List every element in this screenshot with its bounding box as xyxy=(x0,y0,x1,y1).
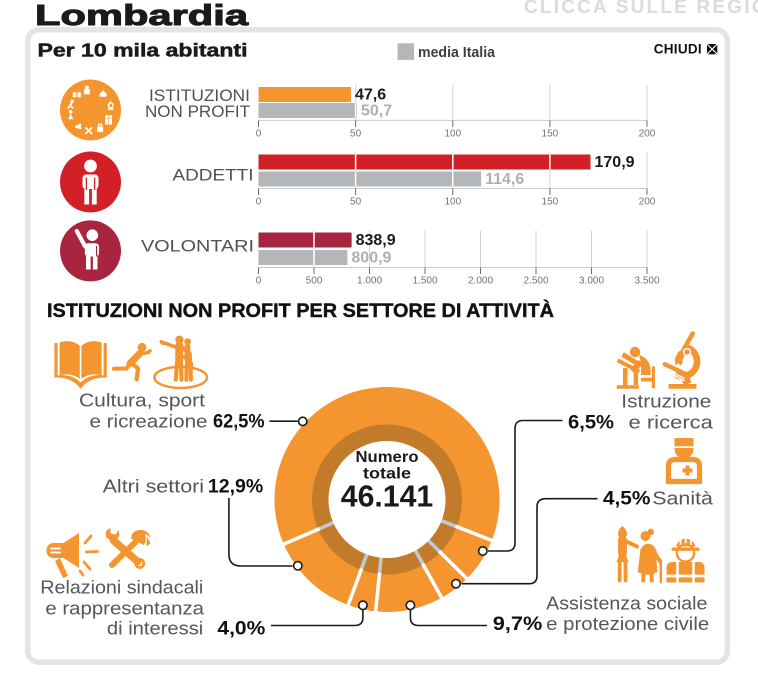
svg-text:ISTITUZIONI NON PROFIT PER SET: ISTITUZIONI NON PROFIT PER SETTORE DI AT… xyxy=(47,300,554,322)
svg-text:150: 150 xyxy=(542,197,559,208)
svg-text:62,5%: 62,5% xyxy=(213,411,265,432)
svg-text:e rappresentanza: e rappresentanza xyxy=(45,598,205,618)
svg-text:1.000: 1.000 xyxy=(357,276,382,287)
svg-text:50: 50 xyxy=(350,128,362,139)
svg-text:CLICCA SULLE REGIONI: CLICCA SULLE REGIONI xyxy=(524,0,758,18)
svg-text:0: 0 xyxy=(256,128,262,139)
svg-text:media Italia: media Italia xyxy=(418,44,496,61)
svg-text:150: 150 xyxy=(542,128,559,139)
svg-text:VOLONTARI: VOLONTARI xyxy=(141,237,254,256)
svg-text:0: 0 xyxy=(256,197,262,208)
svg-text:50,7: 50,7 xyxy=(361,103,392,120)
svg-text:1.500: 1.500 xyxy=(412,276,437,287)
svg-text:Relazioni sindacali: Relazioni sindacali xyxy=(40,578,203,598)
svg-text:100: 100 xyxy=(444,128,461,139)
svg-text:ADDETTI: ADDETTI xyxy=(173,166,254,185)
svg-text:3.000: 3.000 xyxy=(579,276,604,287)
svg-text:200: 200 xyxy=(639,197,656,208)
svg-text:6,5%: 6,5% xyxy=(568,413,614,434)
svg-text:di interessi: di interessi xyxy=(107,619,203,639)
svg-text:Altri settori: Altri settori xyxy=(103,477,205,497)
svg-text:0: 0 xyxy=(256,276,262,287)
svg-text:4,0%: 4,0% xyxy=(217,619,265,640)
svg-text:NON PROFIT: NON PROFIT xyxy=(145,102,250,121)
svg-text:Sanità: Sanità xyxy=(652,489,714,509)
svg-text:ISTITUZIONI: ISTITUZIONI xyxy=(149,86,250,105)
svg-text:800,9: 800,9 xyxy=(351,250,391,267)
svg-text:CHIUDI: CHIUDI xyxy=(654,42,702,57)
svg-text:200: 200 xyxy=(639,128,656,139)
svg-text:totale: totale xyxy=(363,466,411,483)
svg-text:e ricreazione: e ricreazione xyxy=(90,411,208,431)
svg-text:2.500: 2.500 xyxy=(523,276,548,287)
svg-text:Numero: Numero xyxy=(356,449,419,466)
svg-text:838,9: 838,9 xyxy=(356,232,396,249)
svg-text:47,6: 47,6 xyxy=(355,87,386,104)
svg-text:Per 10 mila abitanti: Per 10 mila abitanti xyxy=(38,41,248,61)
svg-text:e protezione civile: e protezione civile xyxy=(546,614,709,634)
svg-text:e ricerca: e ricerca xyxy=(629,413,715,433)
svg-text:500: 500 xyxy=(306,276,323,287)
svg-text:4,5%: 4,5% xyxy=(603,489,651,510)
svg-text:100: 100 xyxy=(444,197,461,208)
svg-text:Cultura, sport: Cultura, sport xyxy=(79,390,205,410)
svg-text:Istruzione: Istruzione xyxy=(621,392,711,412)
svg-text:12,9%: 12,9% xyxy=(208,477,264,498)
svg-text:3.500: 3.500 xyxy=(634,276,659,287)
svg-text:Assistenza sociale: Assistenza sociale xyxy=(546,593,707,613)
svg-text:114,6: 114,6 xyxy=(485,171,524,188)
svg-text:9,7%: 9,7% xyxy=(493,614,543,635)
svg-text:2.000: 2.000 xyxy=(468,276,493,287)
svg-text:170,9: 170,9 xyxy=(595,154,635,171)
svg-text:50: 50 xyxy=(350,197,362,208)
svg-text:46.141: 46.141 xyxy=(341,479,434,514)
